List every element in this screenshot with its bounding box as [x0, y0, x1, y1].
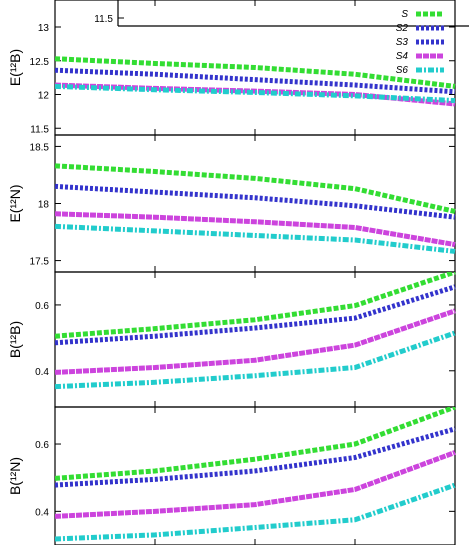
y-tick-label: 0.4: [35, 367, 49, 378]
y-tick-label: 18.5: [30, 142, 50, 153]
panels: 11.5 12 12.5 13 E(¹²B) 17.5 18 18.5 E(¹²N) 0.4 0.6…: [7, 0, 456, 545]
series-line-S2: [55, 67, 456, 95]
y-axis-label: E(¹²N): [7, 184, 23, 222]
y-tick-label: 0.6: [35, 301, 49, 312]
y-tick-label: 0.6: [35, 440, 49, 451]
legend-label: S: [401, 9, 408, 20]
legend-label: S6: [396, 65, 409, 76]
series-line-S1: [55, 56, 456, 89]
series-line-S2: [55, 284, 456, 346]
panel-1: 11.5 12 12.5 13 E(¹²B): [7, 0, 456, 136]
panel-2: 17.5 18 18.5 E(¹²N): [7, 134, 456, 273]
inset-tick-label: 11.5: [94, 14, 113, 25]
legend-label: S2: [396, 23, 409, 34]
y-tick-label: 11.5: [30, 124, 49, 135]
series-line-S2: [55, 183, 456, 220]
series-line-S3: [55, 450, 456, 519]
series-line-S4: [55, 223, 456, 254]
y-tick-label: 0.4: [35, 507, 49, 518]
y-tick-label: 13: [38, 23, 50, 34]
series-line-S3: [55, 308, 456, 375]
series-line-S4: [55, 83, 456, 104]
legend-label: S4: [396, 51, 409, 62]
panel-3: 0.4 0.6 B(¹²B): [7, 271, 456, 408]
y-axis-label: E(¹²B): [7, 49, 23, 86]
series-line-S4: [55, 482, 456, 542]
series-line-S1: [55, 163, 456, 214]
series-line-S1: [55, 272, 456, 339]
series-line-S2: [55, 426, 456, 488]
legend-label: S3: [396, 37, 409, 48]
inset-box: 11.5: [94, 0, 469, 27]
y-tick-label: 12: [38, 91, 50, 102]
panel-frame: [54, 134, 456, 273]
y-tick-label: 17.5: [30, 257, 50, 268]
y-axis-label: B(¹²N): [7, 457, 23, 495]
series-line-S4: [55, 330, 456, 390]
legend: S S2 S3 S4 S6: [396, 9, 444, 76]
series-line-S1: [55, 407, 456, 481]
y-tick-label: 12.5: [30, 57, 50, 68]
y-axis-label: B(¹²B): [7, 321, 23, 358]
y-tick-label: 18: [38, 200, 50, 211]
series-line-S3: [55, 211, 456, 248]
panel-4: 0.4 0.6 B(¹²N): [7, 406, 456, 545]
